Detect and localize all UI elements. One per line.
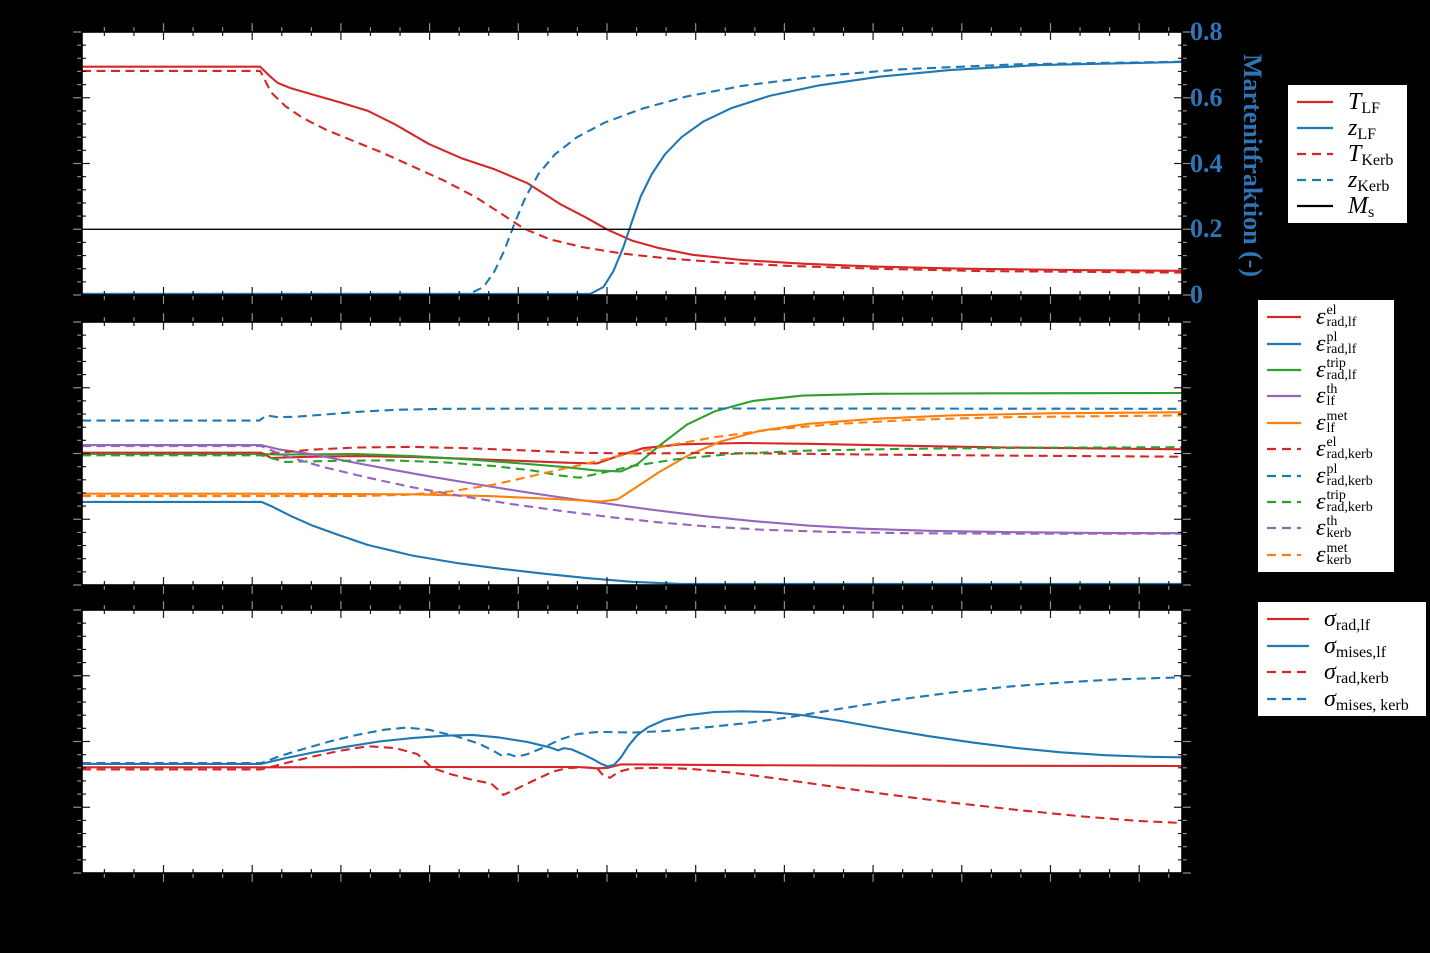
legend-item-z_LF: z LF [1290,115,1405,143]
legend-line-sample [1297,204,1333,208]
legend-item-eps_trip_rad_kerb: ε trip rad,kerb [1260,487,1392,515]
legend-item-z_Kerb: z Kerb [1290,167,1405,195]
curves-canvas-bottom [73,601,1191,882]
legend-item-eps_el_rad_lf: ε el rad,lf [1260,303,1392,331]
legend-line-sample [1297,126,1333,130]
right-axis-tick-0: 0 [1190,280,1203,309]
series-eps_th_kerb [82,445,1182,535]
series-sigma_rad_kerb [82,745,1183,825]
series-eps_el_rad_lf [82,441,1183,465]
right-axis-tick-0.4: 0.4 [1190,148,1223,178]
legend-label-T_Kerb: T Kerb [1348,141,1394,169]
legend-label-z_Kerb: z Kerb [1348,167,1390,195]
series-eps_met_kerb [82,414,1183,498]
legend-label-T_LF: T LF [1348,89,1381,117]
series-sigma_mises_kerb [82,676,1183,765]
legend-line-sample [1267,316,1301,319]
legend-line-sample [1267,671,1309,674]
legend-line-sample [1267,368,1301,372]
series-eps_trip_rad_lf [82,391,1183,473]
legend-label-eps_met_kerb: ε met kerb [1316,540,1352,568]
legend-label-eps_trip_rad_kerb: ε trip rad,kerb [1316,487,1373,515]
legend-item-T_Kerb: T Kerb [1290,141,1405,169]
legend-item-eps_met_lf: ε met lf [1260,408,1392,436]
legend-line-sample [1267,553,1301,556]
series-z_LF [82,60,1183,295]
legend-label-sigma_mises_kerb: σ mises, kerb [1324,685,1409,714]
legend-item-sigma_mises_kerb: σ mises, kerb [1260,685,1424,714]
legend-line-sample [1267,342,1301,345]
legend-item-eps_pl_rad_kerb: ε pl rad,kerb [1260,461,1392,489]
series-sigma_rad_lf [82,763,1183,770]
legend-label-eps_pl_rad_kerb: ε pl rad,kerb [1316,461,1373,489]
legend-line-sample [1297,152,1333,156]
legend-item-eps_trip_rad_lf: ε trip rad,lf [1260,355,1392,383]
legend-label-eps_el_rad_lf: ε el rad,lf [1316,303,1357,331]
legend-item-eps_th_kerb: ε th kerb [1260,514,1392,542]
legend-label-eps_trip_rad_lf: ε trip rad,lf [1316,355,1357,383]
legend-item-T_LF: T LF [1290,89,1405,117]
legend-item-sigma_mises_lf: σ mises,lf [1260,632,1424,661]
legend-label-eps_th_kerb: ε th kerb [1316,514,1352,542]
series-T_LF [82,65,1183,272]
legend-line-sample [1267,500,1301,504]
legend-line-sample [1297,178,1333,182]
legend-label-sigma_rad_lf: σ rad,lf [1324,606,1371,635]
legend-label-eps_pl_rad_lf: ε pl rad,lf [1316,329,1357,357]
legend-label-sigma_rad_kerb: σ rad,kerb [1324,659,1389,688]
legend-line-sample [1267,527,1301,530]
legend-label-z_LF: z LF [1348,115,1377,143]
legend-line-sample [1267,644,1309,647]
curves-canvas-top [73,23,1191,304]
series-z_Kerb [82,60,1183,295]
legend-item-eps_el_rad_kerb: ε el rad,kerb [1260,435,1392,463]
series-T_Kerb [82,69,1183,274]
series-eps_trip_rad_kerb [82,446,1183,479]
legend-line-sample [1267,421,1301,424]
legend-line-sample [1267,395,1301,398]
right-axis-tick-0.8: 0.8 [1190,17,1223,46]
series-eps_met_lf [82,411,1183,503]
legend-label-sigma_mises_lf: σ mises,lf [1324,632,1387,661]
legend-strains: ε el rad,lf ε pl rad,lf ε trip rad,lf ε th lf ε met lf… [1258,300,1394,572]
legend-item-sigma_rad_lf: σ rad,lf [1260,606,1424,635]
series-sigma_mises_lf [82,710,1183,768]
legend-label-eps_el_rad_kerb: ε el rad,kerb [1316,435,1373,463]
legend-line-sample [1267,618,1309,621]
legend-stresses: σ rad,lf σ mises,lf σ rad,kerb σ mises, kerb [1258,602,1426,716]
legend-line-sample [1297,100,1333,104]
plot-panel-strains [73,313,1191,594]
legend-line-sample [1267,474,1301,477]
legend-line-sample [1267,448,1301,451]
right-axis-tick-0.6: 0.6 [1190,82,1223,112]
right-axis-tick-0.2: 0.2 [1190,214,1223,244]
series-eps_el_rad_kerb [82,445,1183,458]
legend-item-eps_pl_rad_lf: ε pl rad,lf [1260,329,1392,357]
legend-item-sigma_rad_kerb: σ rad,kerb [1260,659,1424,688]
plot-panel-stresses [73,601,1191,882]
curves-canvas-middle [73,313,1191,594]
right-axis-title: Martenitfraktion (-) [1238,54,1267,278]
legend-label-eps_met_lf: ε met lf [1316,408,1348,436]
series-eps_pl_rad_lf [82,500,1182,585]
plot-panel-temperature-martensite [73,23,1191,304]
legend-label-eps_th_lf: ε th lf [1316,382,1338,410]
legend-line-sample [1267,697,1309,700]
legend-item-eps_th_lf: ε th lf [1260,382,1392,410]
legend-item-eps_met_kerb: ε met kerb [1260,540,1392,568]
